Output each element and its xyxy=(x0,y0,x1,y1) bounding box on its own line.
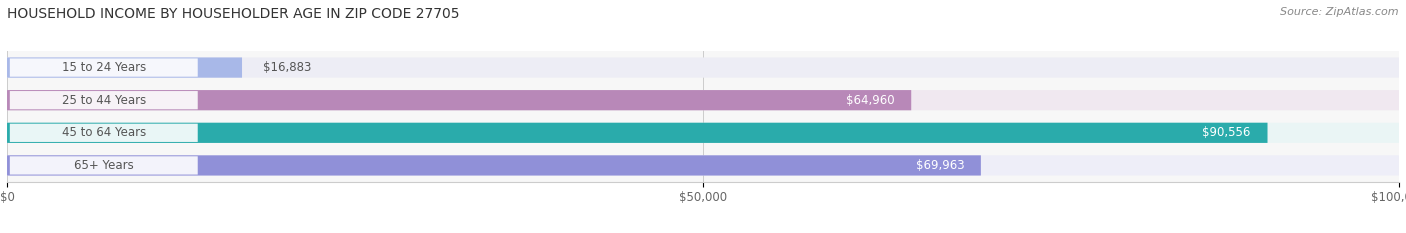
Text: $90,556: $90,556 xyxy=(1202,126,1251,139)
FancyBboxPatch shape xyxy=(7,58,1399,78)
Text: $69,963: $69,963 xyxy=(915,159,965,172)
FancyBboxPatch shape xyxy=(7,123,1268,143)
FancyBboxPatch shape xyxy=(10,124,198,142)
FancyBboxPatch shape xyxy=(7,90,911,110)
Text: 45 to 64 Years: 45 to 64 Years xyxy=(62,126,146,139)
Text: HOUSEHOLD INCOME BY HOUSEHOLDER AGE IN ZIP CODE 27705: HOUSEHOLD INCOME BY HOUSEHOLDER AGE IN Z… xyxy=(7,7,460,21)
FancyBboxPatch shape xyxy=(7,58,242,78)
Text: Source: ZipAtlas.com: Source: ZipAtlas.com xyxy=(1281,7,1399,17)
Text: $64,960: $64,960 xyxy=(846,94,894,107)
FancyBboxPatch shape xyxy=(7,155,1399,175)
FancyBboxPatch shape xyxy=(7,155,981,175)
Text: $16,883: $16,883 xyxy=(263,61,311,74)
FancyBboxPatch shape xyxy=(10,58,198,77)
FancyBboxPatch shape xyxy=(7,123,1399,143)
Text: 25 to 44 Years: 25 to 44 Years xyxy=(62,94,146,107)
FancyBboxPatch shape xyxy=(7,90,1399,110)
FancyBboxPatch shape xyxy=(10,156,198,175)
Text: 65+ Years: 65+ Years xyxy=(75,159,134,172)
FancyBboxPatch shape xyxy=(10,91,198,109)
Text: 15 to 24 Years: 15 to 24 Years xyxy=(62,61,146,74)
